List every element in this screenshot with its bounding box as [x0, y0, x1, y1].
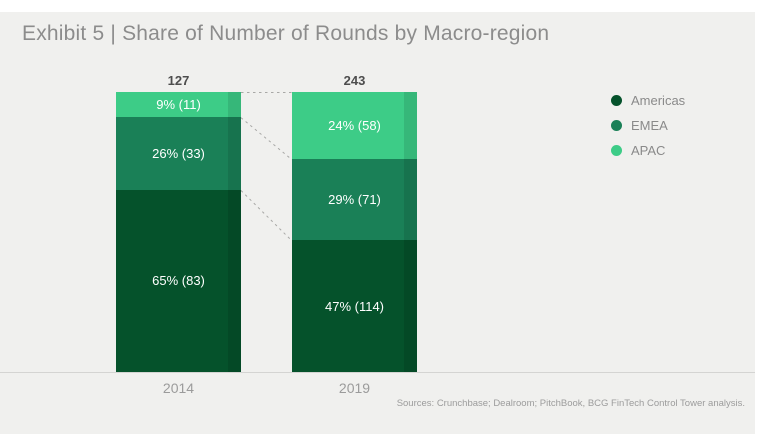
- bar-segment-americas: 47% (114): [292, 240, 417, 372]
- connector-dashed-line: [240, 190, 293, 242]
- legend-item-apac: APAC: [611, 143, 685, 158]
- segment-stack: 24% (58) 29% (71) 47% (114): [292, 92, 417, 372]
- page-title: Exhibit 5 | Share of Number of Rounds by…: [22, 22, 550, 45]
- segment-label: 65% (83): [152, 273, 205, 289]
- connector-dashed-line: [240, 117, 293, 161]
- legend: Americas EMEA APAC: [611, 93, 685, 158]
- segment-stack: 9% (11) 26% (33) 65% (83): [116, 92, 241, 372]
- total-label: 127: [167, 73, 190, 88]
- legend-item-americas: Americas: [611, 93, 685, 108]
- bar-segment-apac: 24% (58): [292, 92, 417, 160]
- bar-column-2019: 243 24% (58) 29% (71) 47% (114) 2019: [292, 73, 417, 396]
- bar-segment-emea: 26% (33): [116, 117, 241, 190]
- segment-label: 26% (33): [152, 146, 205, 162]
- category-label: 2014: [162, 380, 195, 396]
- x-axis-line: [0, 372, 755, 373]
- legend-item-label: EMEA: [631, 118, 668, 133]
- legend-dot-icon: [611, 120, 622, 131]
- segment-label: 9% (11): [156, 97, 201, 113]
- legend-item-emea: EMEA: [611, 118, 685, 133]
- segment-label: 47% (114): [324, 298, 384, 314]
- source-note: Sources: Crunchbase; Dealroom; PitchBook…: [396, 398, 745, 409]
- legend-dot-icon: [611, 145, 622, 156]
- bar-segment-emea: 29% (71): [292, 159, 417, 241]
- legend-dot-icon: [611, 95, 622, 106]
- total-label: 243: [343, 73, 366, 88]
- category-label: 2019: [338, 380, 371, 396]
- segment-label: 24% (58): [328, 118, 381, 134]
- bar-segment-apac: 9% (11): [116, 92, 241, 118]
- bar-column-2014: 127 9% (11) 26% (33) 65% (83) 2014: [116, 73, 241, 396]
- segment-label: 29% (71): [328, 192, 381, 208]
- bar-segment-americas: 65% (83): [116, 189, 241, 372]
- legend-item-label: Americas: [631, 93, 686, 108]
- legend-item-label: APAC: [631, 143, 666, 158]
